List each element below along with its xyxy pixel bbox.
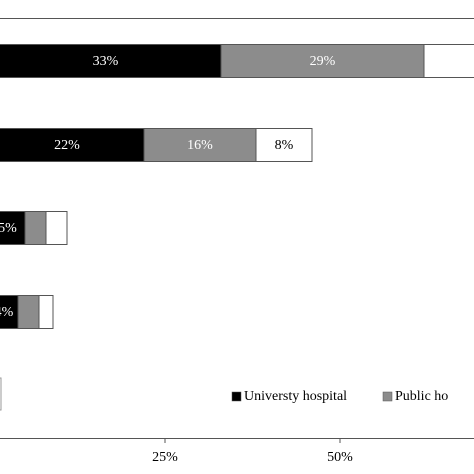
bar-segment	[255, 128, 313, 162]
legend-box-edge	[0, 377, 2, 411]
bar-segment	[0, 44, 222, 78]
bar-segment	[45, 211, 68, 245]
value-label: 8%	[275, 138, 294, 153]
x-tick-label: 50%	[327, 450, 353, 465]
value-label: 33%	[93, 54, 119, 69]
bar-segment	[423, 44, 474, 78]
legend-label: Public ho	[395, 389, 448, 404]
bar-segment	[17, 295, 40, 329]
bar-segment	[24, 211, 47, 245]
value-label: 4%	[0, 305, 14, 320]
legend-label: Universty hospital	[244, 389, 347, 404]
bar-segment	[0, 211, 26, 245]
value-label: 22%	[54, 138, 80, 153]
legend-swatch	[382, 391, 393, 402]
legend-swatch	[231, 391, 242, 402]
bar-segment	[143, 128, 257, 162]
bar-segment	[220, 44, 425, 78]
value-label: 29%	[310, 54, 336, 69]
bar-segment	[0, 128, 145, 162]
value-label: 5%	[0, 221, 17, 236]
value-label: 16%	[187, 138, 213, 153]
bar-segment	[38, 295, 54, 329]
x-tick-label: 25%	[152, 450, 178, 465]
